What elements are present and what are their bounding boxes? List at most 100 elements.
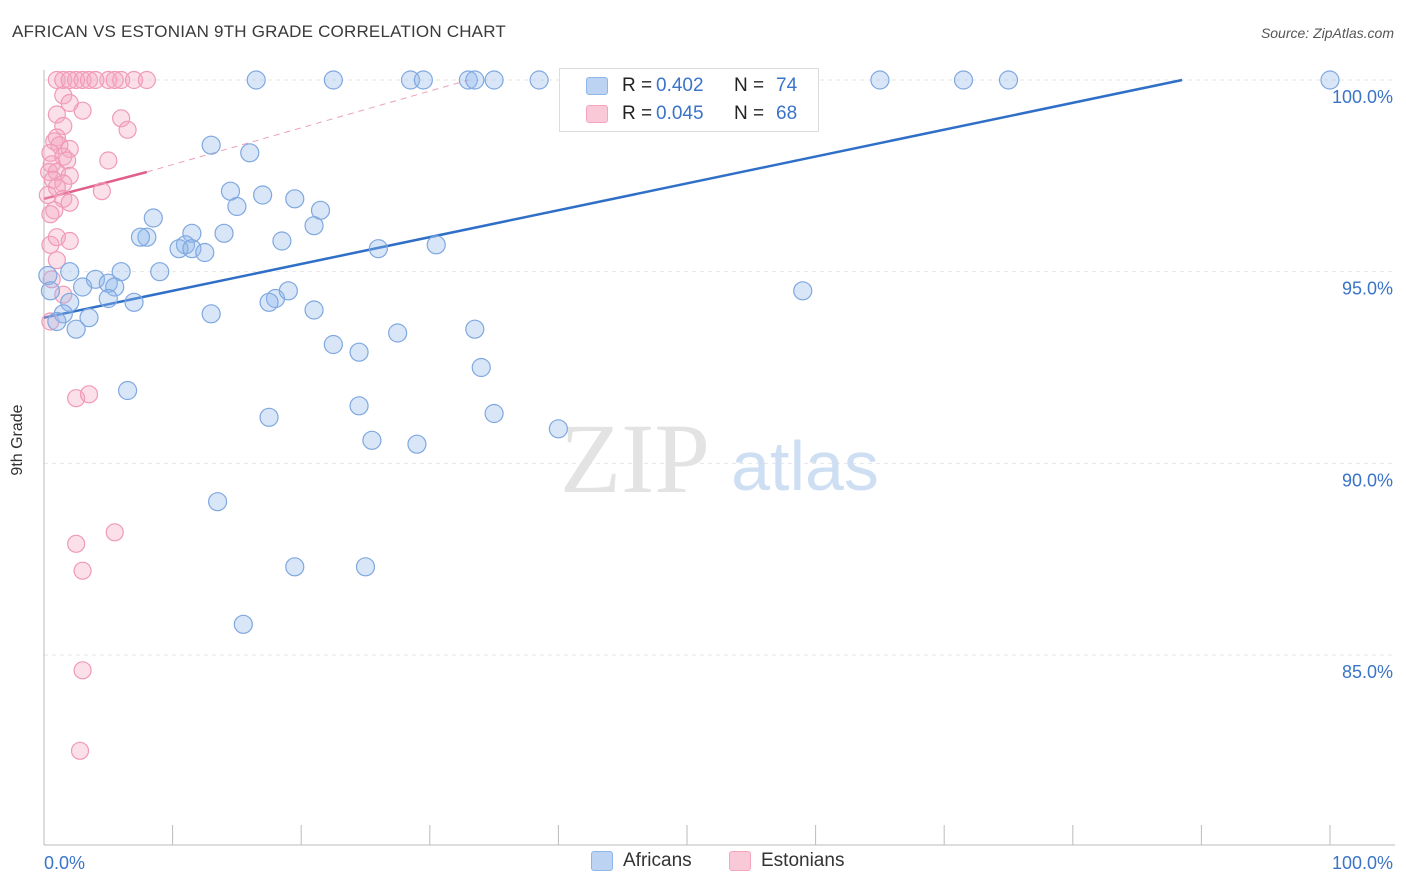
african-point	[953, 70, 974, 90]
african-point	[195, 242, 215, 263]
african-point	[407, 434, 427, 454]
estonian-point	[67, 70, 86, 90]
african-point	[53, 304, 73, 324]
african-point	[259, 407, 279, 427]
y-tick-label: 95.0%	[1342, 279, 1393, 299]
estonian-point	[67, 534, 86, 553]
estonian-point	[99, 70, 118, 90]
african-point	[323, 70, 343, 90]
african-point	[362, 430, 382, 450]
estonian-point	[105, 523, 124, 542]
watermark-atlas: atlas	[731, 427, 879, 505]
african-point	[240, 143, 260, 163]
african-point	[304, 216, 324, 236]
african-point	[105, 277, 125, 297]
african-point	[150, 262, 170, 282]
african-point	[38, 265, 58, 286]
estonian-point	[41, 205, 60, 224]
african-point	[529, 70, 549, 90]
african-point	[143, 208, 163, 228]
african-point	[98, 288, 118, 309]
legend-label-africans: Africans	[623, 850, 692, 871]
axes	[43, 70, 1395, 846]
estonian-point	[54, 116, 73, 136]
series-legend: Africans Estonians	[0, 850, 1406, 880]
estonian-point	[73, 70, 92, 90]
african-point	[471, 357, 491, 378]
african-point	[349, 342, 369, 362]
y-tick-label: 90.0%	[1342, 470, 1393, 490]
legend-r-label: R =	[622, 75, 653, 96]
legend-r-value: 0.045	[656, 103, 704, 124]
estonian-point	[47, 251, 66, 270]
estonian-point	[60, 193, 79, 212]
estonian-point	[79, 385, 99, 404]
african-point	[60, 262, 80, 282]
african-point	[182, 239, 202, 259]
estonian-point	[79, 70, 99, 90]
african-point	[278, 281, 298, 301]
african-point	[227, 196, 247, 217]
african-point	[304, 300, 324, 320]
african-point	[998, 70, 1019, 90]
estonian-point	[54, 70, 73, 90]
african-point	[793, 281, 813, 301]
african-point	[137, 227, 157, 247]
african-point	[66, 319, 86, 339]
estonian-point	[47, 105, 66, 124]
african-point	[285, 189, 305, 209]
estonians-trend-extension	[146, 79, 469, 173]
african-point	[465, 319, 485, 339]
legend-swatch-estonians	[586, 105, 608, 123]
x-tick-labels: 0.0% 100.0%	[44, 853, 1393, 873]
legend-n-value: 74	[776, 75, 798, 96]
legend-swatch-africans	[586, 77, 608, 95]
legend-r-label: R =	[622, 103, 653, 124]
x-tick-label: 0.0%	[44, 853, 85, 873]
african-point	[548, 419, 569, 439]
african-point	[79, 308, 99, 328]
legend-n-label: N =	[734, 103, 765, 124]
african-point	[355, 557, 376, 577]
legend-item-africans[interactable]: Africans	[591, 850, 692, 872]
african-point	[458, 70, 478, 90]
legend-swatch-africans	[591, 851, 613, 871]
african-point	[201, 135, 221, 155]
estonian-point	[99, 151, 118, 170]
african-point	[413, 70, 433, 90]
african-point	[208, 492, 228, 512]
african-point	[47, 311, 67, 332]
african-point	[368, 239, 388, 259]
estonians-points	[38, 70, 156, 760]
estonian-point	[112, 70, 131, 90]
africans-trend-line	[43, 78, 1183, 319]
african-point	[272, 231, 292, 251]
watermark: ZIP atlas	[560, 403, 879, 514]
african-point	[124, 292, 144, 312]
estonian-point	[60, 231, 79, 251]
african-point	[233, 614, 253, 634]
estonian-point	[70, 741, 90, 760]
african-point	[323, 334, 343, 355]
estonian-point	[73, 101, 92, 120]
legend-r-value: 0.402	[656, 75, 704, 96]
legend-row-estonians: R = 0.045 N = 68	[560, 100, 797, 128]
y-tick-label: 85.0%	[1342, 662, 1393, 682]
legend-swatch-estonians	[729, 851, 751, 871]
estonian-point	[47, 70, 66, 90]
legend-item-estonians[interactable]: Estonians	[729, 850, 844, 872]
estonian-point	[73, 661, 92, 680]
chart-title: AFRICAN VS ESTONIAN 9TH GRADE CORRELATIO…	[12, 22, 506, 41]
african-point	[465, 70, 485, 90]
estonian-point	[137, 70, 156, 90]
african-point	[130, 227, 151, 247]
african-point	[246, 70, 266, 90]
y-tick-label: 100.0%	[1332, 87, 1393, 107]
estonian-point	[105, 70, 124, 90]
african-point	[214, 223, 234, 243]
estonian-point	[92, 182, 111, 201]
stats-legend: R = 0.402 N = 74 R = 0.045 N = 68	[559, 68, 819, 132]
y-tick-labels: 85.0% 90.0% 95.0% 100.0%	[1332, 87, 1393, 682]
african-point	[201, 304, 221, 324]
